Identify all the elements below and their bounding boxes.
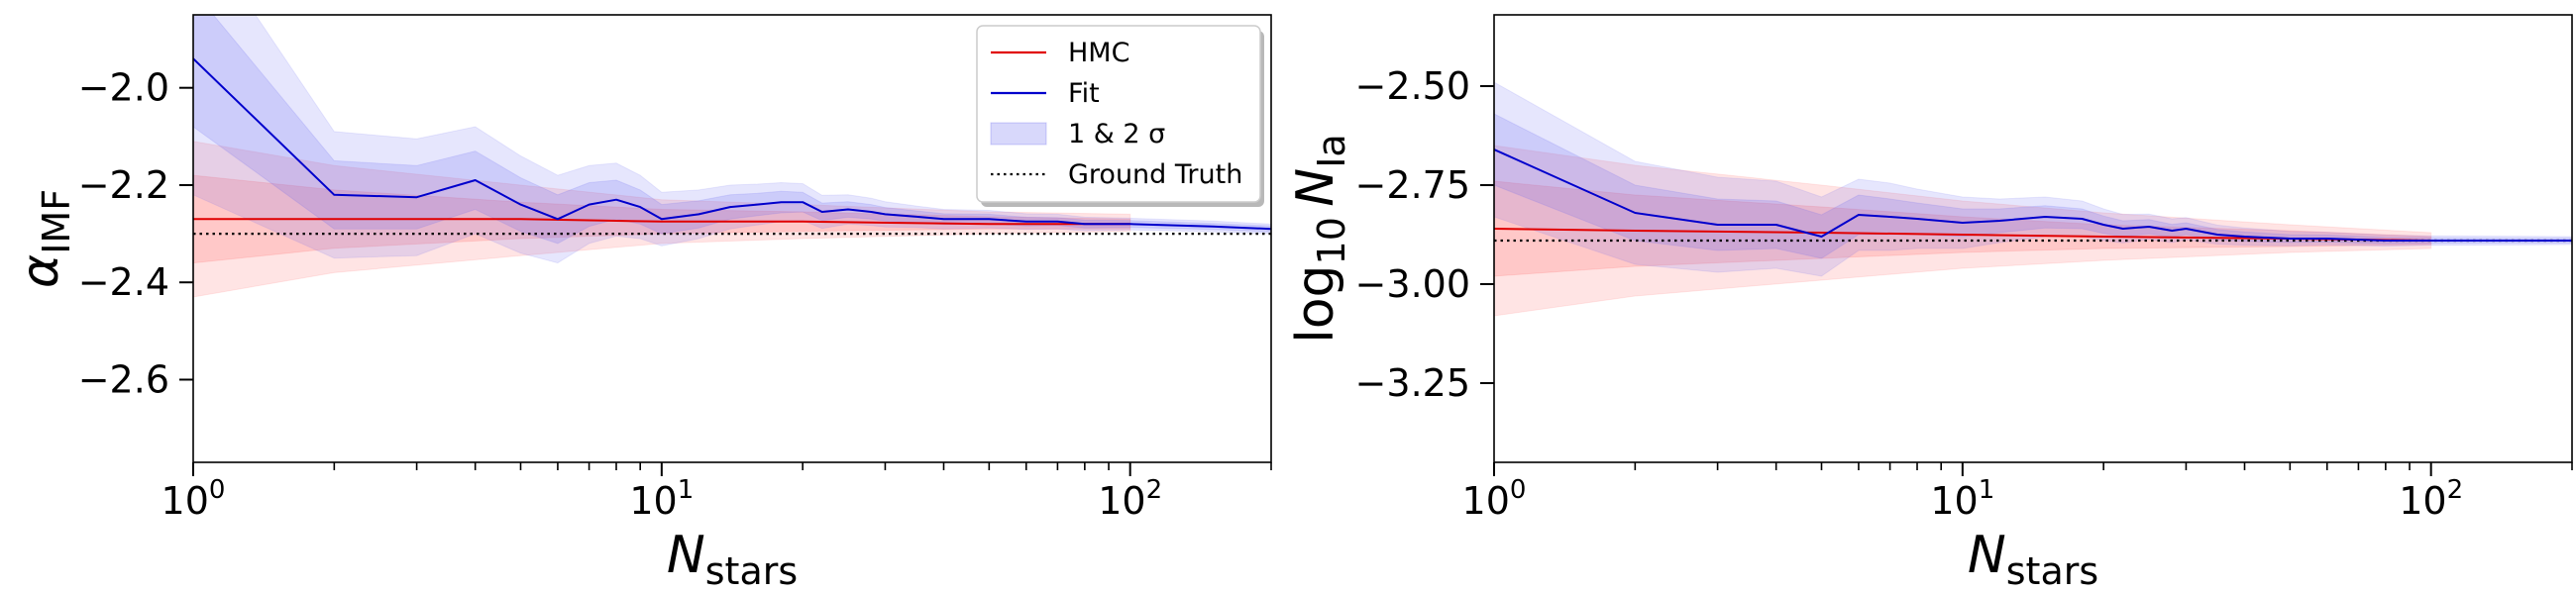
- panel-alpha-imf: −2.0 −2.2 −2.4 −2.6 100 101 102 Nstars αIMF HMC Fi…: [11, 14, 1272, 593]
- x-tick-label: 101: [1930, 475, 1994, 523]
- x-tick-label: 102: [2399, 475, 2463, 523]
- x-tick-label: 101: [629, 475, 694, 523]
- legend-label: Ground Truth: [1068, 159, 1242, 190]
- y-tick-label: −2.0: [78, 66, 169, 110]
- hmc-mean-line: [193, 218, 1130, 226]
- hmc-2sigma-band: [1494, 145, 2432, 317]
- axes-frame: [1493, 14, 2573, 463]
- y-tick-label: −3.25: [1355, 361, 1470, 405]
- legend: HMC Fit 1 & 2 σ Ground Truth: [976, 25, 1264, 207]
- legend-label: Fit: [1068, 78, 1100, 109]
- legend-label: 1 & 2 σ: [1068, 119, 1165, 149]
- x-axis-label: Nstars: [667, 526, 798, 593]
- fit-1sigma-band: [193, 15, 1271, 245]
- x-axis-label: Nstars: [1968, 526, 2098, 593]
- fit-2sigma-band: [1494, 81, 2572, 277]
- fit-1sigma-band: [1494, 113, 2572, 259]
- legend-box: [976, 25, 1261, 203]
- y-axis-label: log10 NIa: [1286, 134, 1353, 343]
- x-tick-label: 100: [161, 475, 226, 523]
- y-tick-label: −2.50: [1355, 64, 1470, 108]
- fit-mean-line: [1494, 148, 2572, 242]
- y-tick-label: −3.00: [1355, 262, 1470, 306]
- x-tick-label: 102: [1098, 475, 1162, 523]
- legend-label: HMC: [1068, 38, 1129, 68]
- y-tick-label: −2.75: [1355, 163, 1470, 207]
- axes-frame: [192, 14, 1272, 463]
- fit-mean-line: [193, 57, 1271, 231]
- y-tick-label: −2.6: [78, 357, 169, 401]
- plot-area: [1494, 81, 2572, 317]
- x-tick-label: 100: [1462, 475, 1527, 523]
- legend-swatch-patch: [990, 122, 1047, 146]
- fit-2sigma-band: [193, 15, 1271, 264]
- plot-area: [193, 15, 1271, 298]
- panel-log-n-ia: −2.50 −2.75 −3.00 −3.25 100 101 102 Nstars log10…: [1286, 14, 2573, 593]
- y-tick-label: −2.4: [78, 260, 169, 304]
- y-axis-label: αIMF: [11, 189, 78, 288]
- y-tick-label: −2.2: [78, 163, 169, 207]
- hmc-1sigma-band: [1494, 180, 2432, 277]
